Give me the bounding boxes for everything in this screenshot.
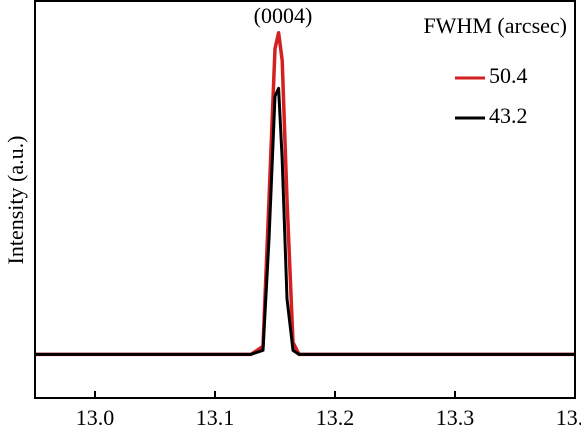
x-tick-label: 13.3 [436,405,475,425]
plot-frame [34,0,576,399]
data-line [35,86,575,356]
x-tick-label: 13.1 [196,405,235,425]
x-tick-label: 13.0 [76,405,115,425]
legend-label: 43.2 [489,103,528,128]
legend-title: FWHM (arcsec) [423,13,567,38]
x-tick-label: 13.4 [556,405,581,425]
legend-label: 50.4 [489,63,528,88]
y-axis-label: Intensity (a.u.) [3,136,28,265]
x-tick-label: 13.2 [316,405,355,425]
peak-annotation: (0004) [254,3,313,28]
data-line [35,31,575,357]
